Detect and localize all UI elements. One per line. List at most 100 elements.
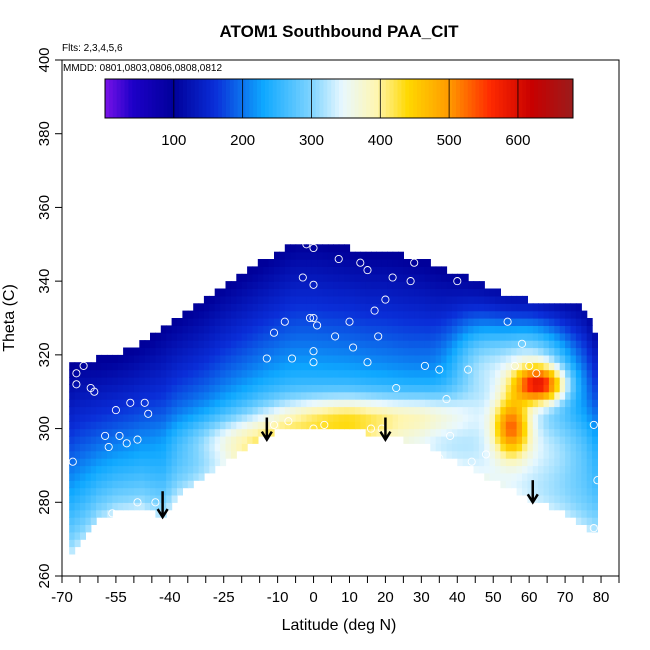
heat-cell-1546 <box>414 406 421 415</box>
heat-cell-2217 <box>548 303 555 312</box>
heat-cell-1555 <box>414 340 421 349</box>
heat-cell-1721 <box>451 428 458 437</box>
heat-cell-1874 <box>484 458 491 467</box>
heat-cell-1485 <box>398 295 404 304</box>
heat-cell-298 <box>139 472 146 481</box>
heat-cell-1420 <box>387 406 394 415</box>
heat-cell-1661 <box>435 303 442 312</box>
heat-cell-1213 <box>338 288 345 297</box>
heat-cell-756 <box>241 421 248 430</box>
heat-cell-1590 <box>419 266 426 275</box>
heat-cell-1522 <box>408 399 415 408</box>
heat-cell-379 <box>155 399 162 408</box>
colorbar-segment-32 <box>229 79 235 118</box>
colorbar-segment-64 <box>354 79 359 118</box>
colorbar-segment-96 <box>479 79 484 118</box>
heat-cell-1304 <box>360 340 367 349</box>
heat-cell-1092 <box>311 259 318 267</box>
heat-cell-43 <box>74 413 81 422</box>
heat-cell-769 <box>241 325 248 334</box>
heat-cell-494 <box>182 443 189 452</box>
heat-cell-1479 <box>398 340 404 349</box>
heat-cell-226 <box>117 362 124 371</box>
heat-cell-2429 <box>592 458 598 467</box>
heat-cell-1564 <box>414 273 421 282</box>
heat-cell-2228 <box>554 428 561 437</box>
heat-cell-797 <box>247 288 254 297</box>
heat-cell-833 <box>257 369 264 378</box>
heat-cell-1568 <box>419 428 426 437</box>
heat-cell-526 <box>187 384 194 393</box>
obs-point-54 <box>442 395 451 404</box>
heat-cell-2433 <box>592 428 598 437</box>
heat-cell-1519 <box>408 421 415 430</box>
heat-cell-1191 <box>333 266 340 275</box>
heat-cell-938 <box>279 295 286 304</box>
heat-cell-1940 <box>495 354 501 363</box>
heat-cell-975 <box>290 384 297 393</box>
heat-cell-1003 <box>295 362 302 371</box>
heat-cell-2442 <box>592 362 598 371</box>
heat-cell-1279 <box>354 347 361 356</box>
colorbar-segment-59 <box>335 79 340 118</box>
heat-cell-1888 <box>484 354 491 363</box>
heat-cell-208 <box>117 494 124 503</box>
heat-cell-1932 <box>495 413 501 422</box>
heat-cell-587 <box>203 450 210 459</box>
heat-cell-2062 <box>522 435 528 444</box>
obs-point-29 <box>309 313 318 323</box>
heat-cell-1666 <box>435 266 442 275</box>
heat-cell-549 <box>193 384 200 393</box>
heat-cell-920 <box>274 251 280 260</box>
heat-cell-2231 <box>554 406 561 415</box>
heat-cell-1788 <box>462 318 469 326</box>
heat-cell-1754 <box>457 377 464 385</box>
heat-cell-265 <box>128 391 135 400</box>
heat-cell-1960 <box>500 406 507 415</box>
heat-cell-822 <box>252 281 259 290</box>
colorbar-segment-11 <box>147 79 153 118</box>
heat-cell-86 <box>85 443 92 452</box>
heat-cell-1170 <box>333 421 340 430</box>
heat-cell-988 <box>290 288 297 297</box>
heat-cell-922 <box>279 413 286 422</box>
heat-cell-415 <box>166 502 173 511</box>
heat-cell-1352 <box>371 354 377 363</box>
heat-cell-2444 <box>592 347 598 356</box>
heat-cell-1515 <box>403 266 410 275</box>
heat-cell-2214 <box>548 325 555 334</box>
heat-cell-1153 <box>327 362 334 371</box>
heat-cell-689 <box>225 391 232 400</box>
heat-cell-942 <box>279 266 286 275</box>
heat-cell-508 <box>182 340 189 349</box>
heat-cell-173 <box>106 443 113 452</box>
heat-cell-1709 <box>446 332 453 341</box>
heat-cell-460 <box>171 347 178 356</box>
heat-cell-1881 <box>484 406 491 415</box>
heat-cell-1772 <box>462 435 469 444</box>
heat-cell-1204 <box>338 354 345 363</box>
heat-cell-246 <box>123 369 130 378</box>
heat-cell-836 <box>257 347 264 356</box>
heat-cell-2337 <box>575 480 582 489</box>
heat-cell-2438 <box>592 391 598 400</box>
heat-cell-1173 <box>333 399 340 408</box>
heat-cell-2161 <box>538 310 545 319</box>
heat-cell-955 <box>284 347 291 356</box>
heat-cell-1436 <box>387 288 394 297</box>
heat-cell-2090 <box>527 435 534 444</box>
heat-cell-484 <box>177 347 183 356</box>
colorbar-segment-115 <box>553 79 558 118</box>
heat-cell-2298 <box>565 332 572 341</box>
heat-cell-456 <box>171 377 178 385</box>
heat-cell-1296 <box>360 399 367 408</box>
heat-cell-465 <box>177 487 183 496</box>
heat-cell-470 <box>177 450 183 459</box>
heat-cell-1499 <box>403 384 410 393</box>
heat-cell-1521 <box>408 406 415 415</box>
heat-cell-1034 <box>301 318 307 326</box>
heat-cell-2333 <box>575 509 582 518</box>
heat-cell-1556 <box>414 332 421 341</box>
heat-cell-429 <box>166 399 173 408</box>
heat-cell-499 <box>182 406 189 415</box>
